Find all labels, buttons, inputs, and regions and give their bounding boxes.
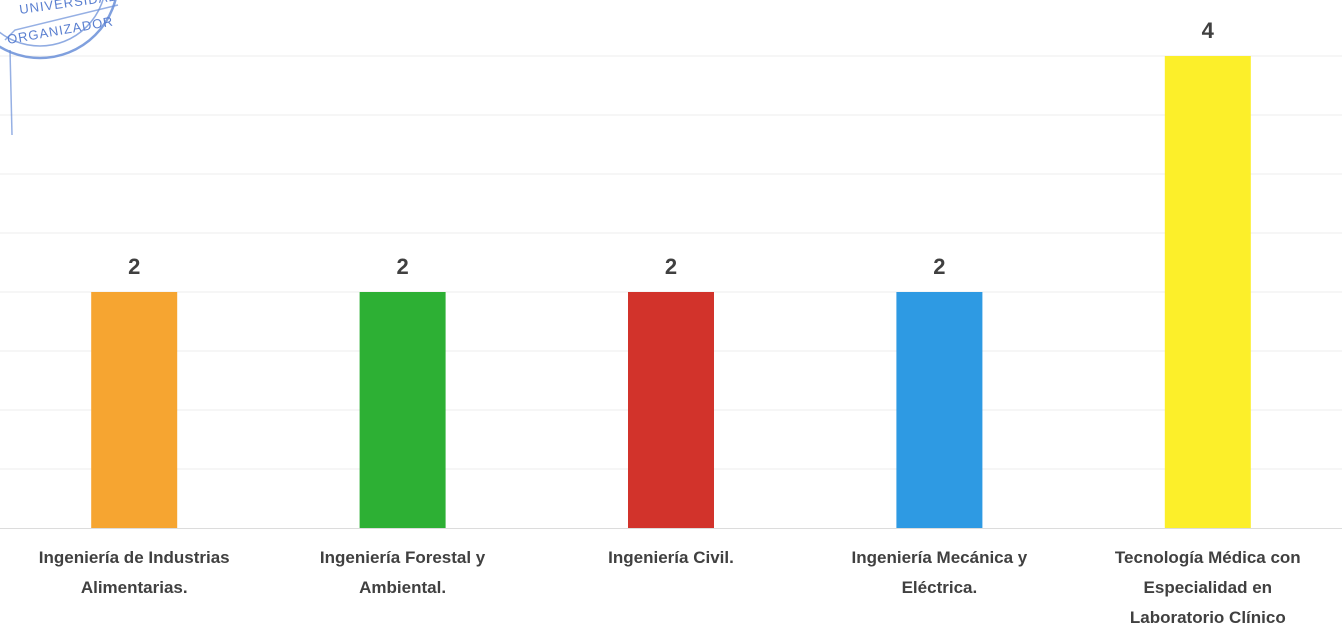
data-label-5: 4 xyxy=(1202,18,1215,43)
bar-2 xyxy=(359,292,446,528)
bar-3 xyxy=(628,292,714,528)
data-label-4: 2 xyxy=(933,254,945,279)
bar-4 xyxy=(896,292,983,528)
category-label-4: Ingeniería Mecánica y Eléctrica. xyxy=(852,548,1028,597)
bar-1 xyxy=(91,292,178,528)
chart-value-labels: 2 2 2 2 4 xyxy=(128,18,1215,279)
chart-category-labels: Ingeniería de Industrias Alimentarias. Ing… xyxy=(39,548,1301,627)
category-label-2: Ingeniería Forestal y Ambiental. xyxy=(320,548,486,597)
chart-bars xyxy=(91,56,1251,528)
category-label-5: Tecnología Médica con Especialidad en Labo… xyxy=(1115,548,1301,627)
data-label-2: 2 xyxy=(396,254,408,279)
category-label-3: Ingeniería Civil. xyxy=(608,548,734,567)
category-label-1: Ingeniería de Industrias Alimentarias. xyxy=(39,548,230,597)
data-label-3: 2 xyxy=(665,254,677,279)
bar-5 xyxy=(1164,56,1251,528)
data-label-1: 2 xyxy=(128,254,140,279)
chart-grid xyxy=(0,55,1342,529)
